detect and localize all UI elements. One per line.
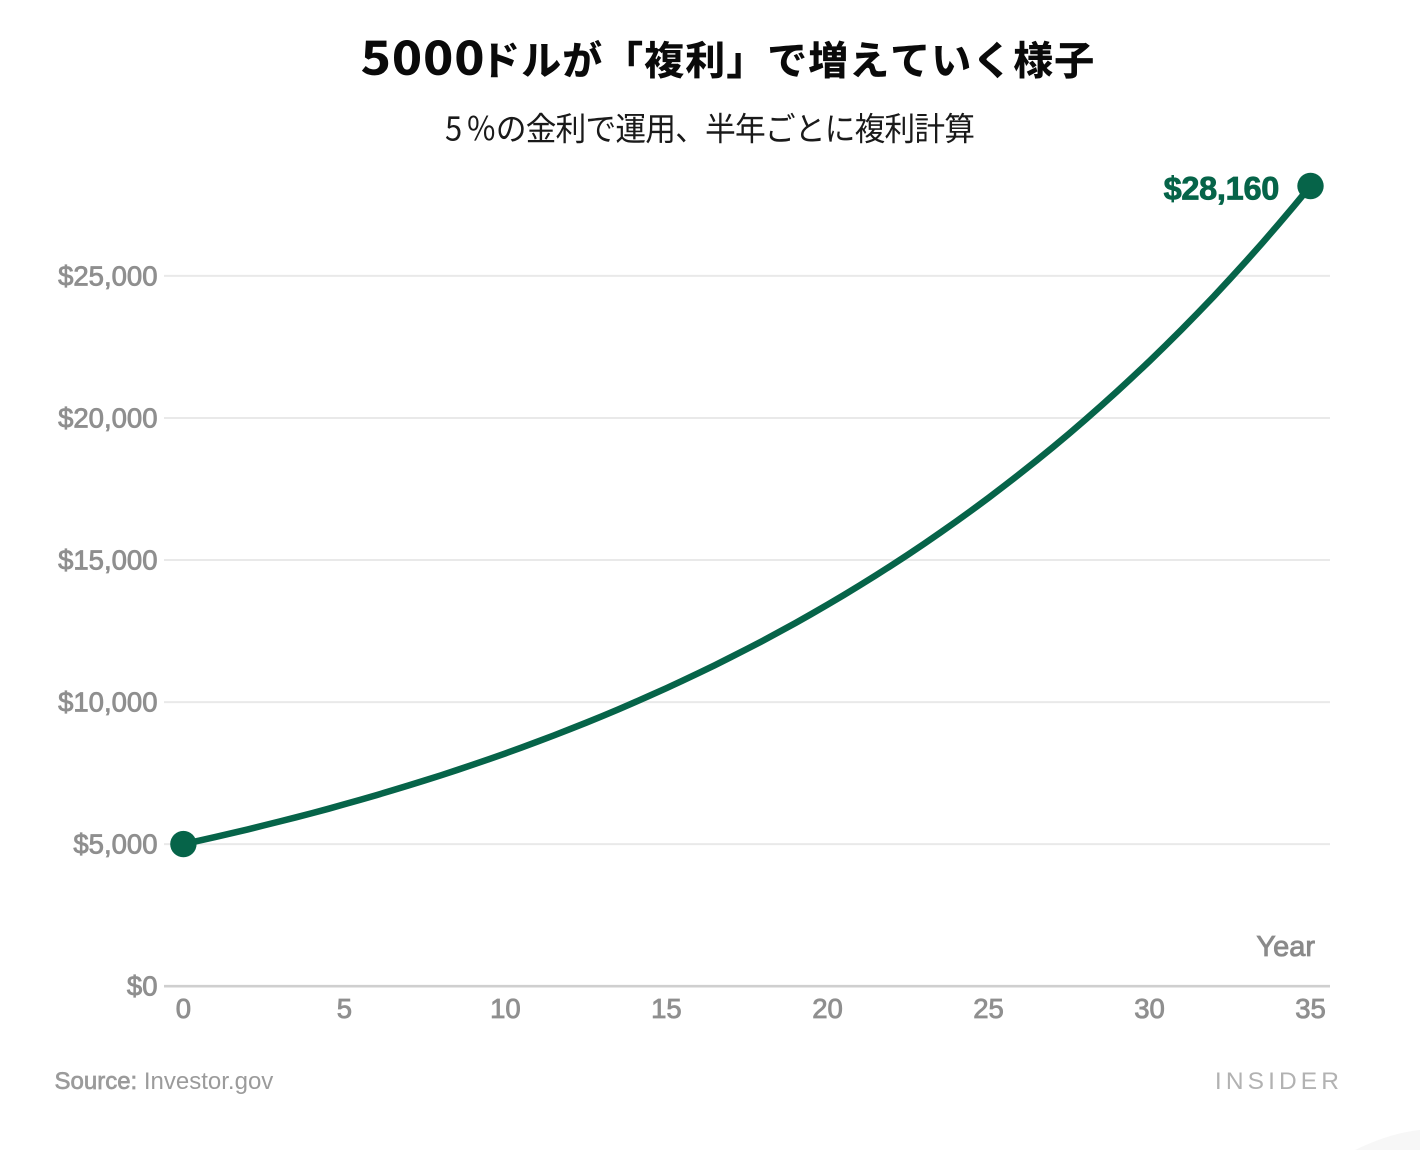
svg-text:5: 5 <box>337 993 352 1024</box>
svg-text:Source: Investor.gov: Source: Investor.gov <box>55 1068 274 1095</box>
svg-text:$20,000: $20,000 <box>58 403 157 434</box>
svg-text:$5,000: $5,000 <box>73 829 157 860</box>
svg-text:$10,000: $10,000 <box>58 687 157 718</box>
svg-text:35: 35 <box>1295 993 1326 1024</box>
svg-text:$25,000: $25,000 <box>58 260 157 291</box>
svg-text:0: 0 <box>176 993 191 1024</box>
svg-text:Year: Year <box>1256 931 1315 963</box>
svg-text:20: 20 <box>812 993 843 1024</box>
svg-text:10: 10 <box>490 993 521 1024</box>
svg-text:25: 25 <box>973 993 1004 1024</box>
svg-text:$28,160: $28,160 <box>1164 171 1279 207</box>
svg-text:15: 15 <box>651 993 682 1024</box>
svg-text:INSIDER: INSIDER <box>1215 1068 1343 1095</box>
svg-text:$15,000: $15,000 <box>58 545 157 576</box>
svg-text:30: 30 <box>1134 993 1165 1024</box>
svg-text:$0: $0 <box>127 971 158 1002</box>
